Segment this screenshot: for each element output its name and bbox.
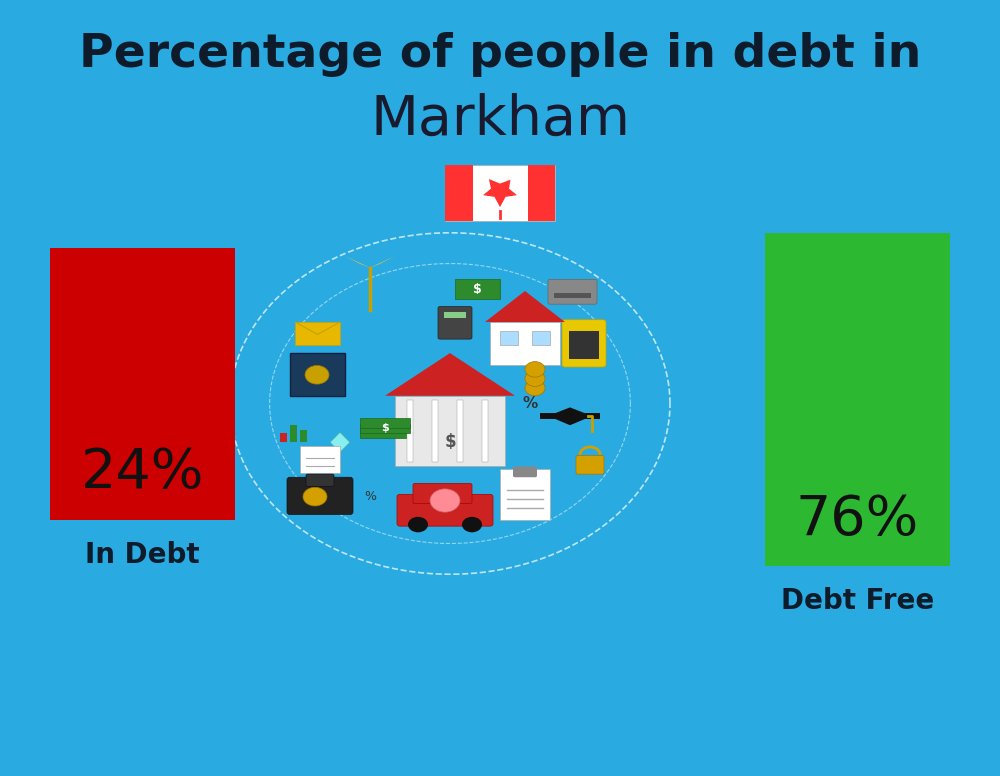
Text: 76%: 76% — [796, 493, 919, 547]
Polygon shape — [548, 407, 592, 425]
Text: %: % — [364, 490, 376, 503]
FancyBboxPatch shape — [295, 322, 340, 345]
FancyBboxPatch shape — [569, 331, 599, 359]
Circle shape — [525, 371, 545, 386]
Circle shape — [462, 517, 482, 532]
FancyBboxPatch shape — [306, 474, 334, 487]
Text: Markham: Markham — [370, 93, 630, 147]
FancyBboxPatch shape — [397, 494, 493, 526]
FancyBboxPatch shape — [444, 312, 466, 318]
FancyBboxPatch shape — [513, 466, 537, 477]
FancyBboxPatch shape — [532, 331, 550, 345]
FancyBboxPatch shape — [490, 322, 560, 365]
FancyBboxPatch shape — [528, 165, 555, 221]
Polygon shape — [385, 353, 515, 396]
FancyBboxPatch shape — [445, 165, 555, 221]
Polygon shape — [485, 291, 565, 322]
FancyBboxPatch shape — [280, 433, 287, 442]
FancyBboxPatch shape — [576, 456, 604, 474]
Polygon shape — [483, 179, 517, 207]
FancyBboxPatch shape — [438, 307, 472, 339]
FancyBboxPatch shape — [407, 400, 413, 462]
FancyBboxPatch shape — [290, 353, 345, 396]
FancyBboxPatch shape — [50, 248, 235, 520]
FancyBboxPatch shape — [765, 233, 950, 566]
Polygon shape — [370, 256, 395, 268]
Circle shape — [525, 362, 545, 377]
FancyBboxPatch shape — [360, 424, 410, 433]
FancyBboxPatch shape — [287, 477, 353, 514]
Polygon shape — [330, 432, 350, 452]
FancyBboxPatch shape — [482, 400, 488, 462]
Text: $: $ — [473, 282, 482, 296]
Text: $: $ — [444, 433, 456, 452]
FancyBboxPatch shape — [360, 418, 410, 428]
FancyBboxPatch shape — [395, 396, 505, 466]
Text: In Debt: In Debt — [85, 541, 200, 569]
Circle shape — [525, 380, 545, 396]
FancyBboxPatch shape — [455, 279, 500, 299]
Polygon shape — [345, 256, 370, 268]
Text: Percentage of people in debt in: Percentage of people in debt in — [79, 32, 921, 77]
FancyBboxPatch shape — [562, 320, 606, 367]
Text: 24%: 24% — [81, 446, 204, 501]
FancyBboxPatch shape — [290, 425, 297, 442]
Circle shape — [408, 517, 428, 532]
FancyBboxPatch shape — [500, 331, 518, 345]
Circle shape — [305, 365, 329, 384]
FancyBboxPatch shape — [432, 400, 438, 462]
FancyBboxPatch shape — [500, 469, 550, 520]
FancyBboxPatch shape — [540, 413, 600, 419]
Text: Debt Free: Debt Free — [781, 587, 934, 615]
FancyBboxPatch shape — [360, 429, 410, 438]
FancyBboxPatch shape — [554, 293, 591, 298]
FancyBboxPatch shape — [300, 430, 307, 442]
Text: $: $ — [381, 424, 389, 433]
FancyBboxPatch shape — [413, 483, 472, 504]
Circle shape — [430, 489, 460, 512]
FancyBboxPatch shape — [457, 400, 463, 462]
FancyBboxPatch shape — [548, 279, 597, 304]
FancyBboxPatch shape — [300, 446, 340, 473]
Text: %: % — [522, 396, 538, 411]
Circle shape — [303, 487, 327, 506]
FancyBboxPatch shape — [445, 165, 473, 221]
